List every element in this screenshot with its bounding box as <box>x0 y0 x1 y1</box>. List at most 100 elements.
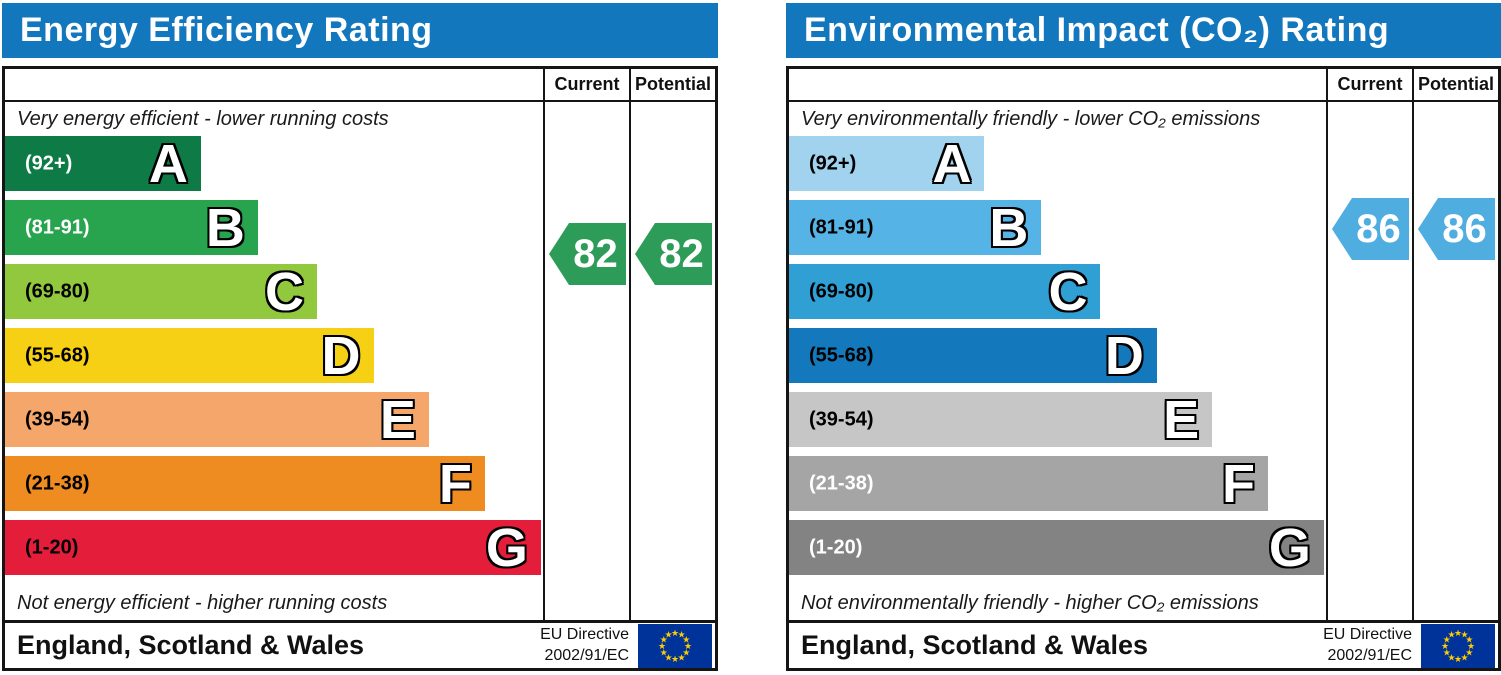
footer-row: England, Scotland & Wales EU Directive 2… <box>789 620 1498 668</box>
current-column: 82 <box>543 102 629 620</box>
band-grade-letter: B <box>989 197 1029 258</box>
svg-text:★: ★ <box>671 628 679 638</box>
band-row-f: (21-38) F <box>789 456 1326 511</box>
band-grade-letter: E <box>379 389 416 450</box>
top-note: Very environmentally friendly - lower CO… <box>801 107 1261 130</box>
current-column: 86 <box>1326 102 1412 620</box>
band-row-f: (21-38) F <box>5 456 543 511</box>
svg-text:★: ★ <box>1443 634 1451 644</box>
column-header-current: Current <box>1326 69 1412 102</box>
potential-column: 82 <box>629 102 715 620</box>
svg-text:★: ★ <box>1443 647 1451 657</box>
band-row-a: (92+) A <box>5 136 543 191</box>
bottom-note: Not energy efficient - higher running co… <box>17 591 388 614</box>
band-bar-e: (39-54) E <box>789 389 1213 450</box>
bands-area: Very environmentally friendly - lower CO… <box>789 102 1326 620</box>
potential-rating-arrow: 82 <box>635 223 712 285</box>
band-row-e: (39-54) E <box>789 392 1326 447</box>
band-range-label: (1-20) <box>25 536 79 558</box>
band-grade-letter: E <box>1163 389 1200 450</box>
eu-flag-icon: ★ ★ ★ ★ ★ ★ ★ ★ ★ ★ ★ ★ <box>1421 623 1495 668</box>
band-row-g: (1-20) G <box>5 520 543 575</box>
band-range-label: (21-38) <box>809 472 874 494</box>
svg-text:★: ★ <box>658 641 666 651</box>
band-range-label: (39-54) <box>809 408 874 430</box>
band-grade-letter: G <box>485 517 528 578</box>
bands-area: Very energy efficient - lower running co… <box>5 102 543 620</box>
svg-text:★: ★ <box>677 652 685 662</box>
band-bar-c: (69-80) C <box>789 261 1101 322</box>
band-grade-letter: F <box>438 453 472 514</box>
band-bar-c: (69-80) C <box>5 264 318 319</box>
eu-flag-icon: ★ ★ ★ ★ ★ ★ ★ ★ ★ ★ ★ ★ <box>638 623 712 668</box>
column-header-potential: Potential <box>1412 69 1498 102</box>
footer-row: England, Scotland & Wales EU Directive 2… <box>5 620 715 668</box>
potential-column: 86 <box>1412 102 1498 620</box>
current-rating-arrow: 82 <box>549 223 626 285</box>
svg-text:★: ★ <box>1454 654 1462 664</box>
bottom-note: Not environmentally friendly - higher CO… <box>801 591 1259 614</box>
svg-text:★: ★ <box>682 647 690 657</box>
band-bar-b: (81-91) B <box>5 200 258 255</box>
svg-text:★: ★ <box>1467 641 1475 651</box>
region-label: England, Scotland & Wales <box>801 630 1149 660</box>
chart-title-band: Energy Efficiency Rating <box>2 3 718 58</box>
svg-text:★: ★ <box>1441 641 1449 651</box>
band-grade-letter: D <box>1104 325 1144 386</box>
band-range-label: (1-20) <box>809 536 863 558</box>
environmental-impact-chart: Environmental Impact (CO₂) Rating Curren… <box>786 3 1501 671</box>
band-row-d: (55-68) D <box>789 328 1326 383</box>
potential-rating-arrow: 86 <box>1418 198 1495 260</box>
svg-text:★: ★ <box>664 629 672 639</box>
svg-text:★: ★ <box>677 629 685 639</box>
column-header-potential: Potential <box>629 69 715 102</box>
band-bar-g: (1-20) G <box>5 520 541 575</box>
band-bar-e: (39-54) E <box>5 392 429 447</box>
band-range-label: (21-38) <box>25 472 90 494</box>
current-rating-arrow: 86 <box>1332 198 1409 260</box>
band-bar-a: (92+) A <box>5 136 201 191</box>
eu-directive-label: EU Directive 2002/91/EC <box>1323 625 1412 664</box>
svg-text:★: ★ <box>1465 634 1473 644</box>
svg-text:★: ★ <box>671 654 679 664</box>
rating-table: Current Potential Very environmentally f… <box>786 66 1501 671</box>
band-range-label: (55-68) <box>809 344 874 366</box>
band-range-label: (92+) <box>25 152 73 174</box>
band-row-c: (69-80) C <box>5 264 543 319</box>
band-bar-g: (1-20) G <box>789 520 1324 575</box>
band-grade-letter: B <box>205 197 245 258</box>
band-bar-d: (55-68) D <box>789 328 1157 383</box>
band-range-label: (81-91) <box>25 216 90 238</box>
rating-table: Current Potential Very energy efficient … <box>2 66 718 671</box>
header-spacer <box>5 69 543 102</box>
band-bar-f: (21-38) F <box>5 456 485 511</box>
svg-text:★: ★ <box>660 634 668 644</box>
band-range-label: (55-68) <box>25 344 90 366</box>
energy-efficiency-chart: Energy Efficiency Rating Current Potenti… <box>2 3 718 671</box>
band-grade-letter: A <box>932 133 972 194</box>
svg-text:★: ★ <box>1460 629 1468 639</box>
chart-title: Energy Efficiency Rating <box>20 11 433 49</box>
svg-text:★: ★ <box>1454 628 1462 638</box>
band-row-d: (55-68) D <box>5 328 543 383</box>
band-grade-letter: C <box>1048 261 1088 322</box>
band-grade-letter: G <box>1268 517 1311 578</box>
band-bar-d: (55-68) D <box>5 328 374 383</box>
band-row-c: (69-80) C <box>789 264 1326 319</box>
svg-text:★: ★ <box>660 647 668 657</box>
svg-text:★: ★ <box>1447 629 1455 639</box>
svg-text:★: ★ <box>684 641 692 651</box>
band-grade-letter: F <box>1222 453 1255 514</box>
band-range-label: (39-54) <box>25 408 90 430</box>
svg-text:★: ★ <box>664 652 672 662</box>
eu-directive-label: EU Directive 2002/91/EC <box>540 625 629 664</box>
band-row-a: (92+) A <box>789 136 1326 191</box>
header-spacer <box>789 69 1326 102</box>
band-range-label: (92+) <box>809 152 857 174</box>
band-range-label: (81-91) <box>809 216 874 238</box>
svg-text:★: ★ <box>1447 652 1455 662</box>
region-label: England, Scotland & Wales <box>17 630 365 660</box>
band-row-e: (39-54) E <box>5 392 543 447</box>
band-grade-letter: A <box>148 133 188 194</box>
band-row-b: (81-91) B <box>5 200 543 255</box>
